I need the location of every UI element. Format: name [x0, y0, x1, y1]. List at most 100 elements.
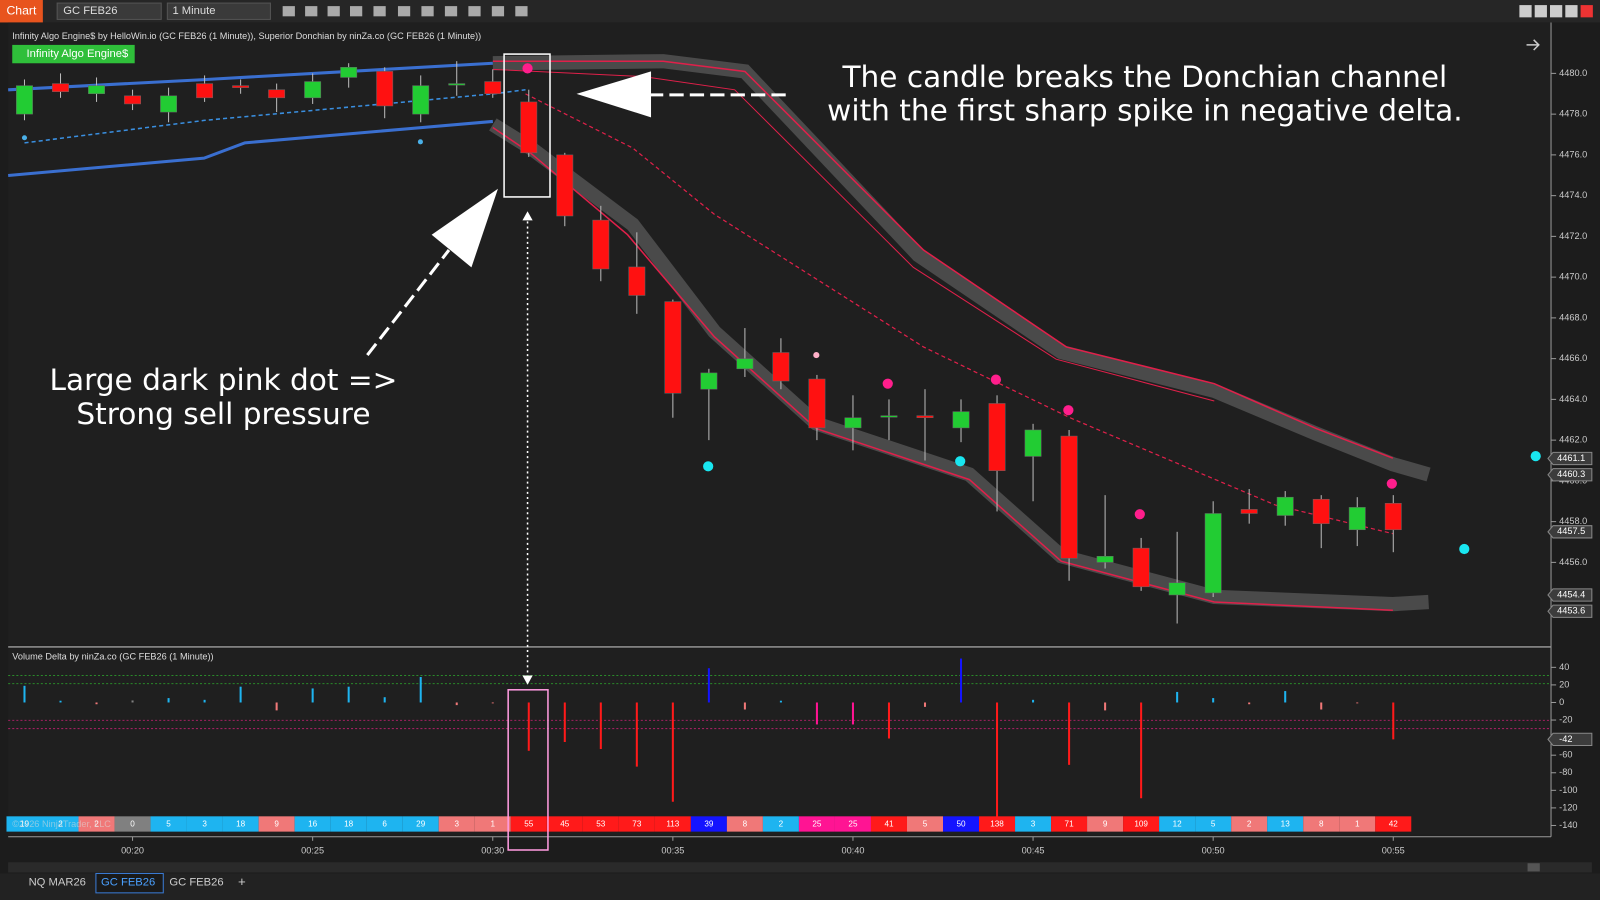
candle-body: [1384, 503, 1402, 531]
delta-cell-label: 2: [94, 820, 99, 829]
annotation: Large dark pink dot =>: [50, 363, 398, 397]
delta-cell: [726, 816, 763, 832]
instrument-select[interactable]: [56, 2, 162, 20]
delta-cell-label: 13: [1281, 820, 1291, 829]
delta-cell-label: 73: [632, 820, 642, 829]
delta-cell-label: 113: [666, 820, 679, 829]
y-tick-label: 4474.0: [1559, 190, 1587, 200]
arrow-shaft: [366, 249, 451, 357]
candle-body: [304, 81, 322, 99]
x-tick-label: 00:50: [1202, 845, 1225, 855]
candle-body: [160, 95, 177, 113]
candle-body: [628, 266, 646, 296]
y-tick-label: 4464.0: [1559, 394, 1587, 404]
app-badge[interactable]: [0, 0, 43, 23]
delta-panel: [8, 648, 1552, 835]
candle-body: [88, 85, 105, 95]
delta-cell: [150, 816, 187, 832]
price-marker-label: 4454.4: [1557, 589, 1585, 599]
arrow-head: [431, 188, 498, 268]
delta-label: Volume Delta by ninZa.co (GC FEB26 (1 Mi…: [12, 652, 213, 662]
x-tick-label: 00:45: [1022, 845, 1045, 855]
candle-body: [772, 352, 790, 382]
app-name: Chart: [6, 3, 37, 17]
delta-cell-label: 8: [1319, 820, 1324, 829]
tab[interactable]: NQ MAR26: [29, 877, 86, 889]
engine-badge[interactable]: [12, 44, 135, 64]
delta-cell-label: 41: [884, 820, 894, 829]
delta-cell: [510, 816, 547, 832]
y-tick-label: -100: [1559, 785, 1577, 795]
delta-cell-label: 2: [1247, 820, 1252, 829]
x-tick-label: 00:35: [661, 845, 684, 855]
delta-cell-label: 42: [1389, 820, 1399, 829]
delta-cell: [186, 816, 223, 832]
tab[interactable]: GC FEB26: [101, 877, 155, 889]
delta-cell: [834, 816, 871, 832]
price-marker-label: 4461.1: [1557, 453, 1585, 463]
delta-cell-label: 109: [1134, 820, 1148, 829]
x-tick-label: 00:55: [1382, 845, 1405, 855]
candle-body: [1132, 547, 1150, 588]
delta-cell: [943, 816, 980, 832]
candle-body: [412, 85, 430, 115]
candle-body: [556, 154, 574, 217]
y-tick-label: -140: [1559, 820, 1577, 830]
candle-body: [664, 301, 682, 394]
interval: 1 Minute: [172, 5, 215, 17]
delta-cell-label: 53: [596, 820, 606, 829]
active-tab[interactable]: [95, 872, 164, 894]
toolbar-icons[interactable]: [282, 6, 528, 17]
price-marker: [1547, 525, 1593, 539]
delta-cell: [402, 816, 439, 832]
y-tick-label: 4456.0: [1559, 557, 1587, 567]
delta-cell-label: 1: [490, 820, 495, 829]
delta-cell: [294, 816, 331, 832]
delta-cell-label: 8: [743, 820, 748, 829]
delta-cell: [1375, 816, 1412, 832]
y-tick-label: -80: [1559, 767, 1572, 777]
window-buttons[interactable]: [1519, 5, 1593, 18]
delta-cell: [6, 816, 43, 832]
delta-cell-label: 71: [1065, 820, 1075, 829]
delta-cell-label: 12: [1173, 820, 1183, 829]
candle-body: [1312, 498, 1330, 524]
delta-cell: [618, 816, 655, 832]
delta-cell-label: 39: [704, 820, 714, 829]
delta-cell-label: 1: [1355, 820, 1360, 829]
candle-body: [340, 67, 358, 78]
y-tick-label: 4458.0: [1559, 516, 1587, 526]
delta-cell: [1339, 816, 1376, 832]
delta-cell: [330, 816, 367, 832]
delta-cell: [1159, 816, 1196, 832]
y-tick-label: 4480.0: [1559, 68, 1587, 78]
delta-cell: [979, 816, 1016, 832]
toolbar: [0, 0, 1600, 23]
delta-cell-label: 45: [560, 820, 570, 829]
delta-cell: [438, 816, 475, 832]
candle-body: [232, 85, 250, 88]
x-tick-label: 00:25: [301, 845, 324, 855]
scroll-thumb[interactable]: [1527, 863, 1540, 872]
candle-body: [880, 415, 898, 418]
y-tick-label: 4478.0: [1559, 109, 1587, 119]
delta-cell: [906, 816, 944, 832]
y-tick-label: 4462.0: [1559, 435, 1587, 445]
delta-cell: [582, 816, 619, 832]
scrollbar[interactable]: [8, 862, 1592, 873]
y-tick-label: -20: [1559, 714, 1572, 724]
candle-body: [448, 83, 466, 86]
price-marker: [1547, 588, 1593, 602]
scroll-arrow[interactable]: [1526, 39, 1540, 51]
y-tick-label: -120: [1559, 802, 1577, 812]
delta-cell: [42, 816, 79, 832]
delta-cell-label: 9: [274, 820, 279, 829]
candle-body: [736, 358, 754, 370]
interval-select[interactable]: [166, 2, 271, 20]
delta-cell: [798, 816, 835, 832]
tab[interactable]: GC FEB26: [169, 877, 223, 889]
candle-body: [844, 417, 862, 429]
delta-cell: [1303, 816, 1340, 832]
delta-cell-label: 18: [344, 820, 354, 829]
add-tab[interactable]: +: [238, 874, 246, 889]
